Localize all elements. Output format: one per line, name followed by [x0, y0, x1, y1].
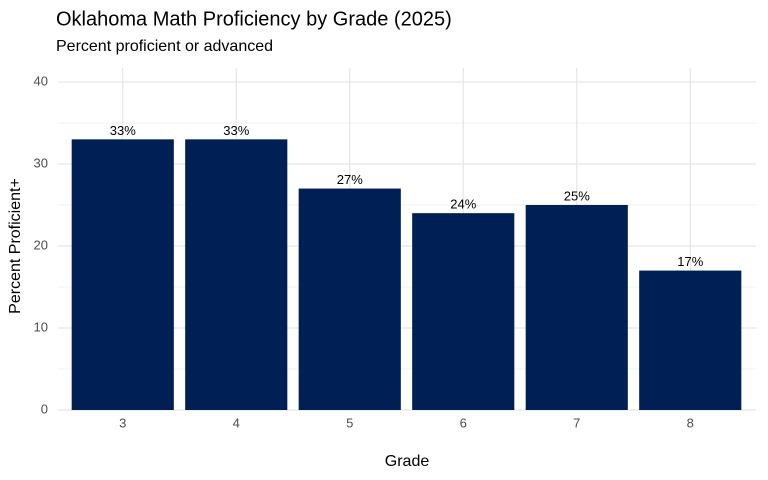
- value-label: 24%: [450, 197, 476, 212]
- x-tick-label: 7: [573, 415, 580, 430]
- value-label: 33%: [110, 123, 136, 138]
- x-tick-label: 4: [233, 415, 240, 430]
- value-label: 25%: [564, 188, 590, 203]
- y-axis-label: Percent Proficient+: [7, 178, 24, 314]
- value-label: 27%: [337, 172, 363, 187]
- x-tick-label: 6: [460, 415, 467, 430]
- bar: [185, 139, 288, 410]
- x-tick-label: 3: [119, 415, 126, 430]
- y-tick-label: 40: [34, 73, 48, 88]
- y-tick-label: 20: [34, 237, 48, 252]
- bar: [412, 213, 515, 410]
- bar: [639, 270, 742, 410]
- chart-title: Oklahoma Math Proficiency by Grade (2025…: [56, 8, 452, 30]
- chart-subtitle: Percent proficient or advanced: [56, 38, 273, 55]
- y-tick-label: 0: [41, 401, 48, 416]
- value-label: 33%: [223, 123, 249, 138]
- x-axis-label: Grade: [385, 453, 430, 470]
- bar: [525, 204, 628, 410]
- bar: [298, 188, 401, 410]
- y-tick-label: 30: [34, 155, 48, 170]
- x-tick-label: 5: [346, 415, 353, 430]
- y-tick-label: 10: [34, 319, 48, 334]
- bar: [71, 139, 174, 410]
- x-tick-label: 8: [687, 415, 694, 430]
- value-label: 17%: [677, 254, 703, 269]
